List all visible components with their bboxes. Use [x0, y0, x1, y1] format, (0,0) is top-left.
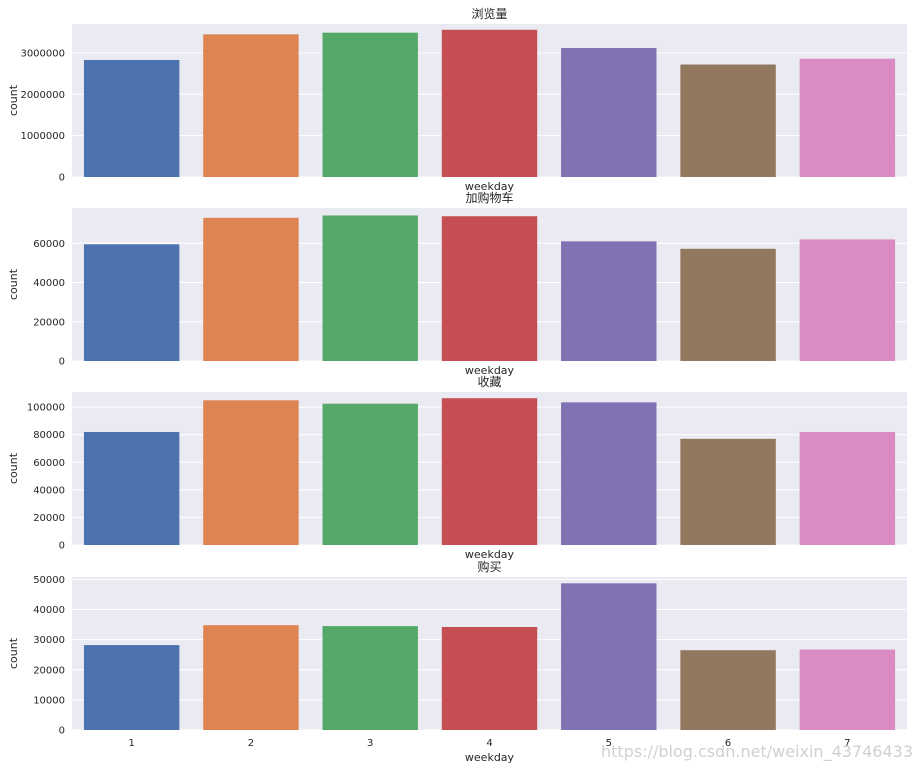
y-tick-label: 20000	[33, 665, 65, 676]
y-tick-label: 60000	[33, 239, 65, 250]
bar-1	[83, 645, 180, 730]
x-tick-label: 2	[248, 738, 254, 749]
chart-title: 收藏	[477, 375, 501, 389]
chart-panel-2: 0 20000 40000 60000 加购物车 weekday count	[7, 190, 907, 377]
y-tick-label: 80000	[33, 430, 65, 441]
bar-7	[799, 431, 896, 545]
bar-7	[799, 239, 896, 361]
y-axis-label: count	[7, 637, 20, 669]
y-tick-label: 2000000	[20, 90, 65, 101]
x-tick-label: 7	[844, 738, 850, 749]
bar-3	[322, 403, 418, 545]
bar-4	[441, 29, 538, 178]
x-tick-label: 1	[128, 738, 134, 749]
y-tick-label: 40000	[33, 485, 65, 496]
x-tick-label: 4	[486, 738, 492, 749]
y-tick-label: 100000	[27, 403, 65, 414]
y-axis-label: count	[7, 268, 20, 300]
watermark-text: https://blog.csdn.net/weixin_43746433	[600, 742, 913, 761]
bar-5	[561, 47, 657, 178]
y-tick-label: 30000	[33, 635, 65, 646]
y-tick-label: 0	[59, 541, 65, 552]
y-tick-label: 60000	[33, 458, 65, 469]
bar-4	[441, 398, 538, 545]
y-tick-label: 20000	[33, 513, 65, 524]
chart-title: 加购物车	[465, 190, 513, 205]
y-tick-label: 20000	[33, 317, 65, 328]
x-axis-label: weekday	[465, 751, 515, 764]
bar-7	[799, 649, 896, 730]
bar-5	[561, 583, 657, 730]
chart-panel-3: 0 20000 40000 60000 80000 100000 收藏 weekday coun…	[7, 375, 907, 561]
bar-4	[441, 626, 538, 730]
bar-1	[83, 59, 180, 177]
bar-2	[203, 625, 299, 730]
bar-5	[561, 241, 657, 361]
y-tick-label: 40000	[33, 605, 65, 616]
bar-4	[441, 216, 538, 361]
bar-3	[322, 626, 418, 730]
bar-2	[203, 34, 299, 178]
y-tick-label: 0	[59, 357, 65, 368]
bar-6	[680, 64, 776, 177]
bar-3	[322, 32, 418, 178]
bar-1	[83, 244, 180, 361]
y-tick-label: 1000000	[20, 131, 65, 142]
bar-3	[322, 215, 418, 361]
bar-7	[799, 58, 896, 177]
y-tick-label: 3000000	[20, 48, 65, 59]
chart-panel-1: 0 1000000 2000000 3000000 浏览量 weekday count	[7, 6, 907, 193]
bar-6	[680, 650, 776, 730]
y-tick-label: 10000	[33, 695, 65, 706]
x-tick-label: 3	[367, 738, 373, 749]
x-tick-label: 6	[725, 738, 731, 749]
y-tick-label: 0	[59, 726, 65, 737]
bar-5	[561, 402, 657, 545]
x-axis-label: weekday	[465, 548, 515, 561]
bar-6	[680, 438, 776, 545]
y-axis-label: count	[7, 452, 20, 484]
chart-panel-4: 0 10000 20000 30000 40000 50000 1 2 3 4 5 6 7 购买 weekd…	[7, 559, 907, 764]
x-axis-label: weekday	[465, 364, 515, 377]
y-tick-label: 50000	[33, 575, 65, 586]
bar-2	[203, 217, 299, 361]
x-axis-label: weekday	[465, 180, 515, 193]
y-tick-label: 40000	[33, 278, 65, 289]
y-axis-label: count	[7, 84, 20, 116]
bar-6	[680, 248, 776, 361]
chart-title: 购买	[477, 559, 501, 574]
y-tick-label: 0	[59, 173, 65, 184]
chart-title: 浏览量	[471, 6, 507, 21]
bar-1	[83, 431, 180, 545]
x-tick-label: 5	[606, 738, 612, 749]
bar-2	[203, 400, 299, 545]
